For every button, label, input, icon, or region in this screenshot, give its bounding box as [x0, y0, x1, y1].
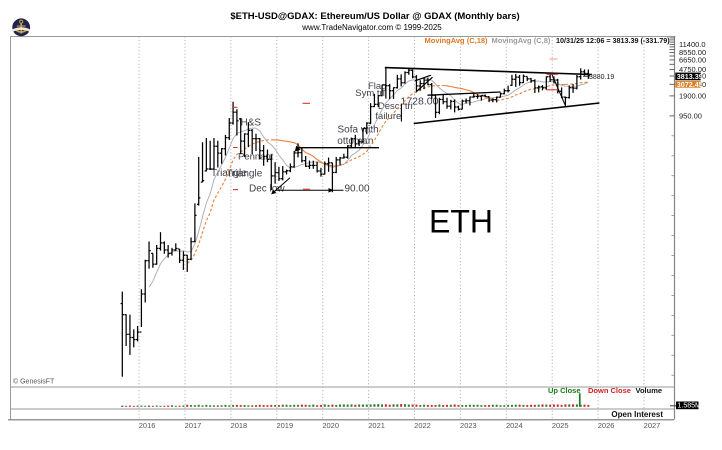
- svg-text:2018: 2018: [231, 421, 248, 430]
- svg-text:950.00: 950.00: [679, 111, 702, 120]
- svg-text:3072.45: 3072.45: [677, 80, 703, 89]
- svg-text:Triangle: Triangle: [211, 168, 247, 179]
- svg-text:8550.00: 8550.00: [679, 48, 706, 57]
- svg-text:2022: 2022: [414, 421, 431, 430]
- svg-text:Sofa with: Sofa with: [338, 125, 379, 136]
- svg-text:2024: 2024: [506, 421, 523, 430]
- svg-text:Volume: Volume: [636, 386, 663, 395]
- svg-text:4750.00: 4750.00: [679, 65, 706, 74]
- svg-text:2025: 2025: [552, 421, 569, 430]
- svg-text:Pennant: Pennant: [238, 151, 274, 162]
- svg-text:Up Close: Up Close: [548, 386, 581, 395]
- svg-text:3813.39: 3813.39: [677, 72, 703, 81]
- svg-text:Dec low: Dec low: [249, 184, 285, 195]
- svg-text:90.00: 90.00: [345, 184, 370, 195]
- svg-text:Sym tri: Sym tri: [355, 88, 385, 99]
- svg-text:Down Close: Down Close: [588, 386, 631, 395]
- svg-text:Desc. tri: Desc. tri: [378, 101, 413, 112]
- svg-text:2016: 2016: [139, 421, 156, 430]
- svg-text:failure: failure: [375, 111, 401, 122]
- svg-text:2017: 2017: [185, 421, 202, 430]
- svg-text:Flag: Flag: [368, 81, 386, 92]
- svg-text:2021: 2021: [368, 421, 385, 430]
- svg-text:11400.0: 11400.0: [679, 40, 706, 49]
- svg-text:www.TradeNavigator.com © 1999-: www.TradeNavigator.com © 1999-2025: [301, 23, 442, 32]
- svg-text:Triangle: Triangle: [227, 169, 263, 180]
- svg-text:© GenesisFT: © GenesisFT: [13, 377, 55, 385]
- svg-text:1728.00: 1728.00: [401, 95, 439, 107]
- svg-text:ETH: ETH: [429, 204, 493, 240]
- svg-text:2026: 2026: [598, 421, 615, 430]
- svg-text:2027: 2027: [644, 421, 661, 430]
- svg-text:2019: 2019: [276, 421, 293, 430]
- svg-text:$ETH-USD@GDAX: Ethereum/US Do: $ETH-USD@GDAX: Ethereum/US Dollar @ GDAX…: [230, 11, 519, 22]
- svg-text:MovingAvg (C,8): MovingAvg (C,8): [492, 36, 551, 45]
- svg-text:3880.19: 3880.19: [589, 74, 614, 81]
- svg-text:MovingAvg (C,18): MovingAvg (C,18): [425, 36, 489, 45]
- svg-text:Open Interest: Open Interest: [611, 410, 663, 419]
- svg-text:1.585M: 1.585M: [678, 403, 702, 410]
- svg-text:2023: 2023: [460, 421, 477, 430]
- svg-text:H&S: H&S: [241, 118, 262, 129]
- svg-text:1900.00: 1900.00: [679, 92, 706, 101]
- svg-text:2020: 2020: [322, 421, 339, 430]
- svg-text:6650.00: 6650.00: [679, 55, 706, 64]
- svg-text:10/31/25 12:06 = 3813.39 (-331: 10/31/25 12:06 = 3813.39 (-331.79): [556, 36, 670, 45]
